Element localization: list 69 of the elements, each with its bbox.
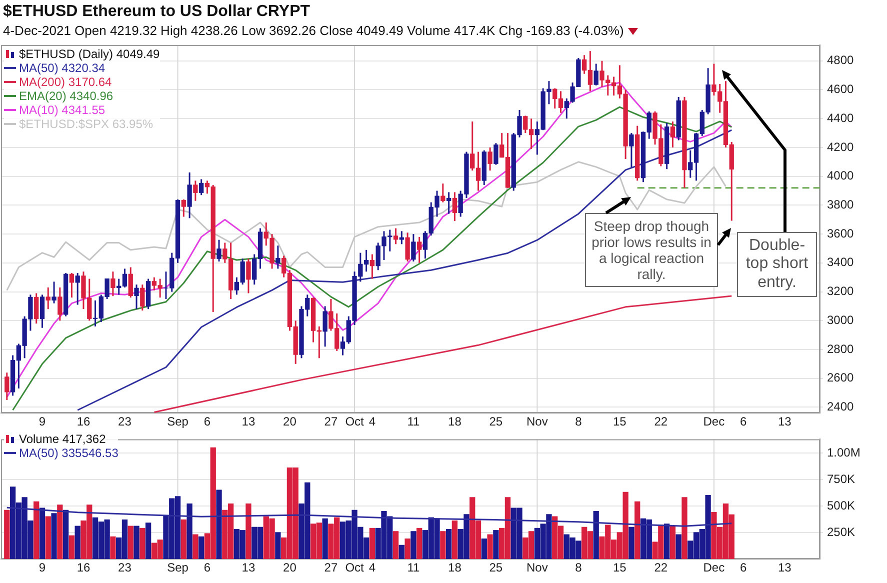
y-tick-label: 2400 xyxy=(827,400,854,414)
x-tick-label: 18 xyxy=(448,560,462,575)
x-tick-label: 20 xyxy=(283,560,297,575)
x-tick-label: 9 xyxy=(38,560,46,575)
x-tick-label: 13 xyxy=(242,414,256,429)
legend-label: MA(50) 335546.53 xyxy=(19,446,118,460)
x-tick-label: 6 xyxy=(740,560,748,575)
x-tick-label: 23 xyxy=(118,560,132,575)
y-tick-label: 3600 xyxy=(827,226,854,240)
x-tick-label: 13 xyxy=(778,414,792,429)
y-tick-label: 3800 xyxy=(827,198,854,212)
x-tick-label: 13 xyxy=(242,560,256,575)
x-tick-label: 11 xyxy=(407,560,420,575)
x-tick-label: 23 xyxy=(118,414,132,429)
x-tick-label: 13 xyxy=(778,560,792,575)
chart-subtitle: 4-Dec-2021 Open 4219.32 High 4238.26 Low 3692.26 Close 4049.49 Volume 417.4K Chg -169.83 (-4.03%) xyxy=(3,23,624,38)
x-tick-label: 22 xyxy=(654,414,668,429)
x-tick-label: 8 xyxy=(575,414,582,429)
legend-label: MA(200) 3170.64 xyxy=(19,75,112,89)
x-tick-label: 20 xyxy=(283,414,297,429)
annotation: Double-top short entry. xyxy=(737,232,817,298)
x-tick-label: Nov xyxy=(526,560,548,575)
x-tick-label: 27 xyxy=(324,414,338,429)
x-tick-label: 18 xyxy=(448,414,462,429)
x-tick-label: 6 xyxy=(740,414,748,429)
y-tick-label: 3400 xyxy=(827,255,854,270)
x-tick-label: 6 xyxy=(204,414,211,429)
x-tick-label: Nov xyxy=(526,414,548,429)
x-tick-label: Dec xyxy=(703,414,725,429)
legend-label: $ETHUSD:$SPX 63.95% xyxy=(19,117,154,131)
y-tick-label: 1.00M xyxy=(827,445,860,460)
legend-label: Volume 417,362 xyxy=(19,432,106,446)
x-tick-label: 22 xyxy=(654,560,668,575)
x-tick-label: 16 xyxy=(76,560,90,575)
x-tick-label: 25 xyxy=(489,414,503,429)
y-tick-label: 4200 xyxy=(827,140,854,154)
legend-label: MA(10) 4341.55 xyxy=(19,103,106,117)
y-tick-label: 4400 xyxy=(827,110,854,125)
x-tick-label: 6 xyxy=(204,560,211,575)
x-tick-label: 4 xyxy=(368,560,376,575)
y-tick-label: 250K xyxy=(827,524,856,539)
x-tick-label: 11 xyxy=(407,414,420,429)
y-tick-label: 4800 xyxy=(827,53,854,68)
y-tick-label: 500K xyxy=(827,498,856,512)
legend-label: EMA(20) 4340.96 xyxy=(19,89,114,103)
x-tick-label: Dec xyxy=(703,560,725,575)
x-tick-label: 8 xyxy=(575,560,582,575)
y-tick-label: 4000 xyxy=(827,168,854,183)
legend-label: MA(50) 4320.34 xyxy=(19,61,106,75)
y-tick-label: 3000 xyxy=(827,312,854,327)
x-tick-label: 25 xyxy=(489,560,503,575)
annotation: Steep drop though prior lows results in a logical reaction rally. xyxy=(585,213,718,288)
x-tick-label: 27 xyxy=(324,560,338,575)
y-tick-label: 2600 xyxy=(827,370,854,385)
x-tick-label: Sep xyxy=(167,560,189,575)
x-tick-label: Oct xyxy=(345,560,365,575)
x-tick-label: 16 xyxy=(76,414,90,429)
chart-title: $ETHUSD Ethereum to US Dollar CRYPT xyxy=(3,3,310,21)
y-tick-label: 4600 xyxy=(827,82,854,96)
x-tick-label: Sep xyxy=(167,414,189,429)
y-tick-label: 2800 xyxy=(827,342,854,356)
x-tick-label: 4 xyxy=(368,414,376,429)
y-tick-label: 3200 xyxy=(827,284,854,298)
x-tick-label: Oct xyxy=(345,414,365,429)
x-tick-label: 15 xyxy=(612,414,627,429)
legend-label: $ETHUSD (Daily) 4049.49 xyxy=(19,47,160,61)
x-tick-label: 15 xyxy=(612,560,627,575)
x-tick-label: 9 xyxy=(38,414,46,429)
y-tick-label: 750K xyxy=(827,472,856,486)
